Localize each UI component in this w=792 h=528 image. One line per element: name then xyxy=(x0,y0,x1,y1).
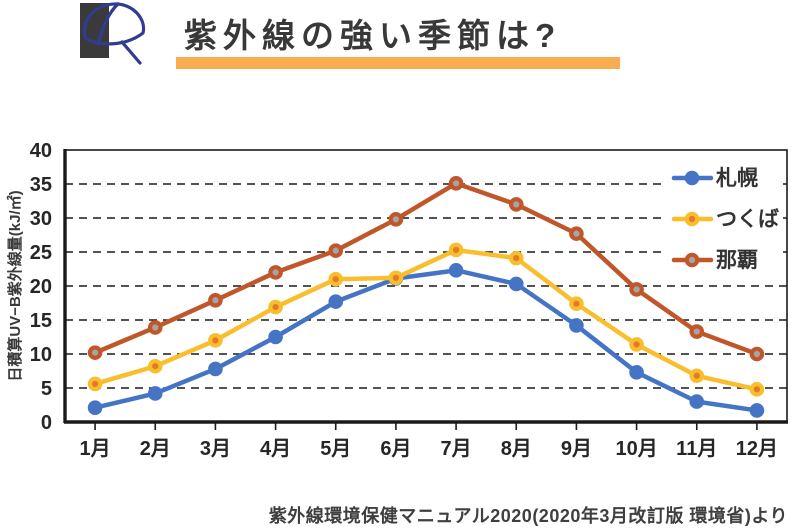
y-axis-label: 15 xyxy=(30,310,52,332)
series-line xyxy=(92,247,760,392)
source-caption: 紫外線環境保健マニュアル2020(2020年3月改訂版 環境省)より xyxy=(268,506,788,526)
x-axis-label: 3月 xyxy=(200,438,231,460)
data-point-center xyxy=(392,274,400,281)
data-point-center xyxy=(272,303,279,311)
x-axis-label: 2月 xyxy=(140,438,171,460)
uv-line-chart: 1月 2月 3月 4月 5月 6月 7月 8月 9月 10月 11月 12月 0 5 10 15 20 25 30 3… xyxy=(0,140,792,480)
x-axis-label: 5月 xyxy=(320,438,351,460)
x-axis-label: 10月 xyxy=(615,438,657,460)
data-point-center xyxy=(152,390,159,397)
x-axis-label: 11月 xyxy=(676,438,717,460)
data-point-center xyxy=(212,365,219,373)
data-point-center xyxy=(272,269,279,276)
data-point-center xyxy=(332,276,339,283)
legend-marker-center xyxy=(688,174,696,182)
series-line xyxy=(92,268,760,413)
data-point-center xyxy=(272,333,279,341)
data-point-center xyxy=(753,386,761,393)
y-axis-label: 5 xyxy=(41,378,52,400)
data-point-center xyxy=(332,247,339,254)
chart-canvas: 1月 2月 3月 4月 5月 6月 7月 8月 9月 10月 11月 12月 0 5 10 15 20 25 30 3… xyxy=(6,140,788,460)
data-point-center xyxy=(91,380,99,388)
data-point-center xyxy=(693,372,700,379)
x-axis-label: 8月 xyxy=(501,438,532,460)
data-point-center xyxy=(573,300,580,307)
x-axis-label: 12月 xyxy=(736,438,778,460)
data-point-center xyxy=(452,246,460,254)
data-point-center xyxy=(452,180,460,187)
data-point-center xyxy=(212,337,219,344)
data-point-center xyxy=(91,404,99,411)
data-point-center xyxy=(513,280,520,288)
data-point-center xyxy=(753,407,761,414)
legend-label: つくば xyxy=(716,208,779,231)
x-axis-label: 6月 xyxy=(380,438,411,460)
y-axis-label: 40 xyxy=(30,140,52,162)
data-point-center xyxy=(693,398,700,405)
y-axis-label: 30 xyxy=(30,208,52,230)
data-point-center xyxy=(392,216,400,223)
data-point-center xyxy=(633,341,640,348)
x-axis-label: 7月 xyxy=(441,438,472,460)
data-point-center xyxy=(633,369,640,376)
y-axis-title: 日積算UV−B紫外線量(kJ/㎡) xyxy=(6,190,24,381)
y-axis-label: 20 xyxy=(30,276,52,298)
data-point-center xyxy=(91,349,99,356)
data-point-center xyxy=(753,350,761,358)
data-point-center xyxy=(332,298,339,305)
legend-marker-center xyxy=(688,215,696,223)
data-point-center xyxy=(633,286,640,293)
data-point-center xyxy=(513,255,520,262)
x-axis-label: 1月 xyxy=(80,438,111,460)
data-point-center xyxy=(452,267,460,274)
x-axis-label: 9月 xyxy=(561,438,592,460)
legend-marker-center xyxy=(688,256,696,264)
series-line xyxy=(92,181,760,357)
data-point-center xyxy=(212,297,219,304)
data-point-center xyxy=(513,201,520,208)
y-axis-label: 0 xyxy=(41,412,52,434)
title-underline-bar xyxy=(176,57,620,69)
y-axis-label: 25 xyxy=(30,242,52,264)
legend-label: 那覇 xyxy=(716,249,758,272)
y-axis-label: 10 xyxy=(30,344,52,366)
data-point-center xyxy=(573,230,580,237)
legend-label: 札幌 xyxy=(715,166,758,190)
x-axis-label: 4月 xyxy=(260,438,291,460)
data-point-center xyxy=(152,324,159,331)
parasol-icon xyxy=(80,2,146,65)
y-axis-label: 35 xyxy=(30,174,52,196)
data-point-center xyxy=(693,328,700,335)
data-point-center xyxy=(573,322,580,329)
data-point-center xyxy=(152,363,159,370)
page-title: 紫外線の強い季節は? xyxy=(184,17,562,54)
